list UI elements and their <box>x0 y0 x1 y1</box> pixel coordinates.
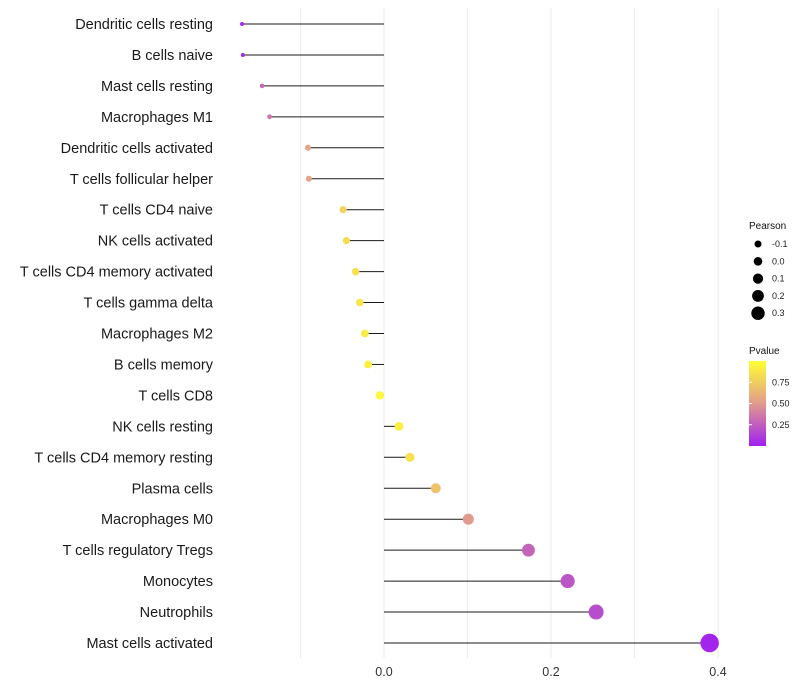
category-label: Macrophages M2 <box>101 327 213 343</box>
category-label: Macrophages M1 <box>101 110 213 126</box>
data-point <box>364 360 373 369</box>
data-point <box>355 298 364 307</box>
category-label: T cells CD8 <box>138 388 213 404</box>
category-label: T cells CD4 memory activated <box>20 265 213 281</box>
category-label: Mast cells activated <box>86 636 213 652</box>
category-label: Dendritic cells activated <box>61 141 213 157</box>
data-point <box>240 22 245 26</box>
legend-pvalue: Pvalue 0.75 0.50 0.25 <box>749 346 790 446</box>
category-label: Neutrophils <box>140 605 213 621</box>
data-point <box>588 604 604 620</box>
legend-size-label: 0.3 <box>772 308 785 318</box>
category-label: Dendritic cells resting <box>75 17 213 33</box>
data-point <box>405 452 415 462</box>
data-point <box>339 206 347 214</box>
lollipop-dots <box>240 22 719 653</box>
data-point <box>360 329 369 338</box>
data-point <box>304 144 312 151</box>
category-label: T cells follicular helper <box>70 172 213 188</box>
grid-lines <box>300 8 719 658</box>
legend-size-label: 0.2 <box>772 291 785 301</box>
legend-pvalue-label: 0.50 <box>772 399 790 409</box>
data-point <box>375 391 384 400</box>
pvalue-colorbar <box>749 361 766 446</box>
data-point <box>522 543 535 557</box>
legend-size-label: 0.0 <box>772 256 785 266</box>
category-label: T cells gamma delta <box>84 296 214 312</box>
data-point <box>305 175 312 182</box>
legend-pvalue-title: Pvalue <box>749 346 780 357</box>
legend-pearson: Pearson -0.1 0.0 0.1 0.2 0.3 <box>749 221 788 320</box>
data-point <box>700 633 719 653</box>
legend-size-label: -0.1 <box>772 239 788 249</box>
legend-size-label: 0.1 <box>772 274 785 284</box>
legend-pearson-title: Pearson <box>749 221 786 232</box>
data-point <box>560 574 575 589</box>
category-labels: Dendritic cells resting B cells naive Mast… <box>20 17 214 652</box>
legend-size-swatch <box>754 240 762 248</box>
data-point <box>267 114 273 120</box>
category-label: NK cells activated <box>98 234 213 250</box>
category-label: NK cells resting <box>112 419 213 435</box>
legend-pvalue-label: 0.75 <box>772 377 790 387</box>
category-label: T cells regulatory Tregs <box>63 543 213 559</box>
category-label: Monocytes <box>143 574 213 590</box>
data-point <box>351 267 360 276</box>
x-tick-label: 0.4 <box>709 665 726 679</box>
x-axis-ticks: 0.0 0.2 0.4 <box>375 665 726 679</box>
category-label: Mast cells resting <box>101 79 213 95</box>
lollipop-stems <box>242 23 710 644</box>
category-label: B cells memory <box>114 357 214 373</box>
legend-size-swatch <box>753 257 763 266</box>
data-point <box>430 483 441 494</box>
legend-size-swatch <box>752 290 764 302</box>
legend-size-swatch <box>751 306 765 320</box>
data-point <box>462 513 474 525</box>
legend-size-swatch <box>752 273 764 284</box>
data-point <box>259 83 265 89</box>
category-label: B cells naive <box>132 48 213 64</box>
data-point <box>342 237 351 245</box>
x-tick-label: 0.2 <box>542 665 559 679</box>
x-tick-label: 0.0 <box>375 665 392 679</box>
category-label: T cells CD4 memory resting <box>34 450 213 466</box>
legend-pvalue-label: 0.25 <box>772 420 790 430</box>
category-label: Macrophages M0 <box>101 512 213 528</box>
category-label: Plasma cells <box>132 481 213 497</box>
data-point <box>394 421 404 431</box>
category-label: T cells CD4 naive <box>100 203 213 219</box>
data-point <box>240 52 245 57</box>
